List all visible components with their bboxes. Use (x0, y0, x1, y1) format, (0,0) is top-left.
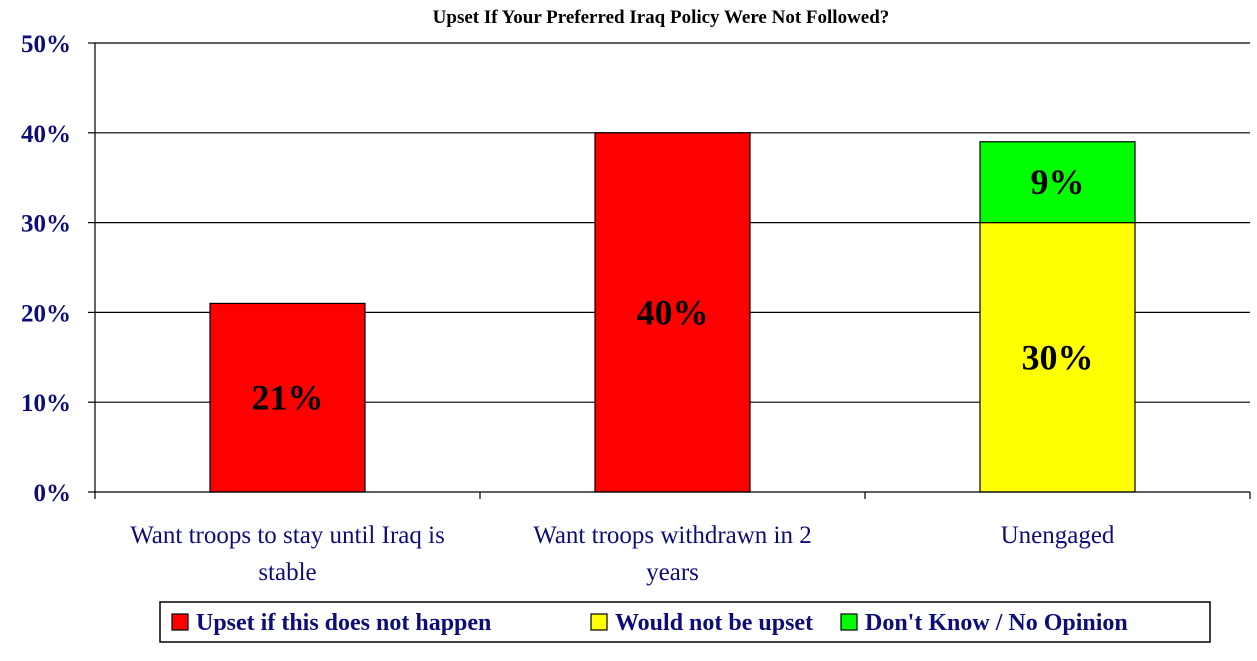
x-category-label: Want troops withdrawn in 2 (533, 522, 812, 549)
bars (209, 132, 1136, 493)
bar-segment (209, 302, 366, 493)
x-category-label: Unengaged (1001, 522, 1115, 549)
legend-label: Don't Know / No Opinion (865, 610, 1128, 636)
legend-swatch (171, 613, 189, 631)
y-tick-label: 40% (21, 121, 71, 148)
legend: Upset if this does not happen Would not b… (159, 601, 1211, 643)
chart-title: Upset If Your Preferred Iraq Policy Were… (433, 7, 890, 28)
legend-label: Upset if this does not happen (196, 610, 491, 636)
data-label: 40% (637, 292, 709, 332)
legend-box (159, 601, 1211, 643)
data-label: 21% (252, 378, 324, 418)
x-category-label: stable (258, 559, 316, 586)
bar-segment (594, 132, 751, 493)
y-tick-label: 0% (34, 480, 72, 507)
legend-label: Would not be upset (615, 610, 813, 636)
x-category-label: Want troops to stay until Iraq is (130, 522, 445, 549)
data-label: 30% (1022, 337, 1094, 377)
bar-segment (979, 141, 1136, 224)
y-tick-label: 50% (21, 31, 71, 58)
axes: 0% 10% 20% 30% 40% 50% Want troops to stay unt… (21, 31, 1251, 586)
data-label: 9% (1031, 162, 1085, 202)
legend-swatch (840, 613, 858, 631)
y-tick-label: 10% (21, 390, 71, 417)
y-tick-label: 30% (21, 211, 71, 238)
x-category-label: years (646, 559, 699, 586)
y-tick-label: 20% (21, 300, 71, 327)
legend-swatch (590, 613, 608, 631)
data-labels: 21% 40% 30% 9% (252, 162, 1094, 418)
